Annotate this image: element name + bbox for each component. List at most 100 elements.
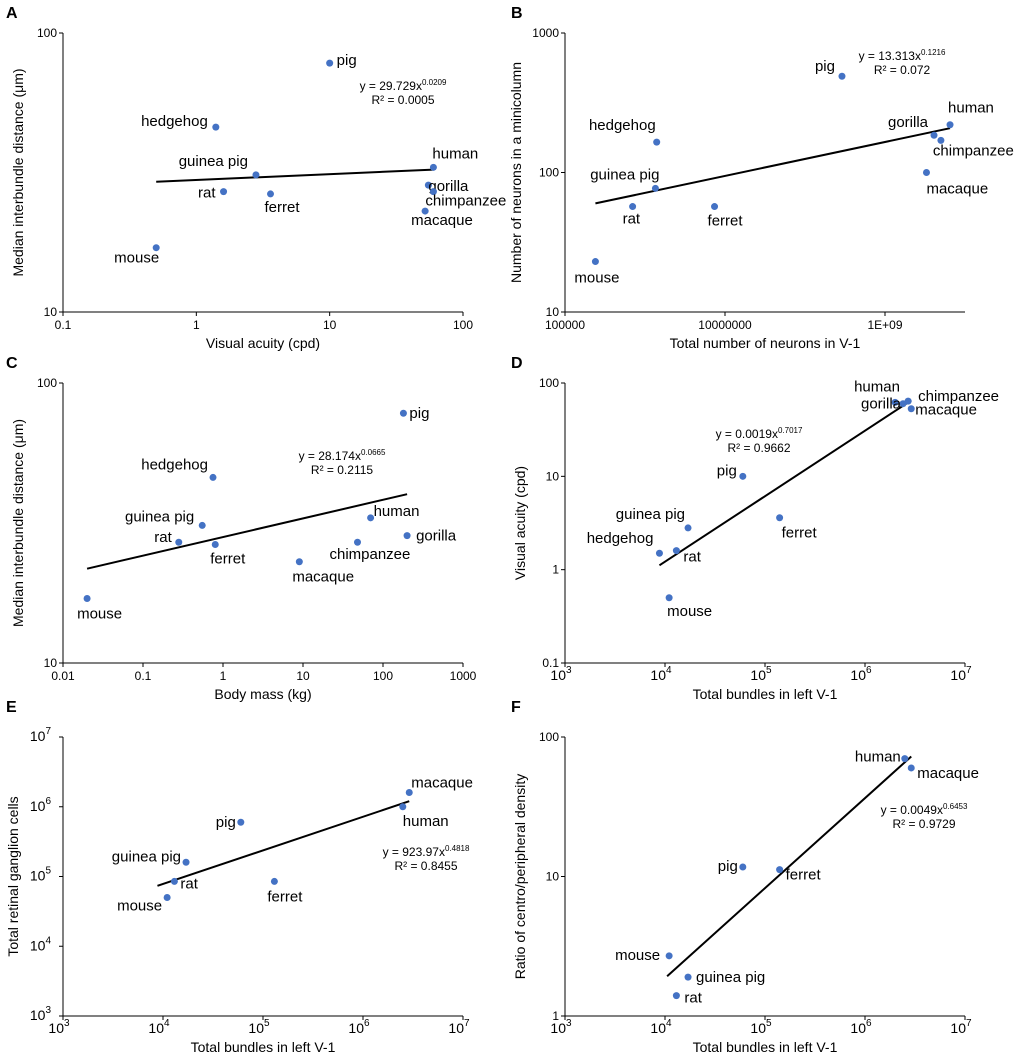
fit-r-squared: R² = 0.9729	[892, 817, 955, 831]
x-tick-label: 10	[323, 318, 337, 332]
point-label-rat: rat	[684, 990, 702, 1007]
point-macaque	[405, 789, 413, 797]
y-tick-label: 1	[552, 1009, 559, 1023]
panel-label: B	[511, 5, 523, 22]
point-hedgehog	[653, 138, 661, 146]
point-label-mouse: mouse	[615, 947, 660, 964]
y-tick-label: 100	[539, 730, 559, 744]
point-gorilla	[930, 131, 938, 139]
x-tick-label: 104	[650, 665, 672, 683]
point-ferret	[267, 190, 275, 198]
x-tick-label: 103	[48, 1018, 70, 1036]
point-label-guinea-pig: guinea pig	[696, 969, 765, 986]
x-tick-label: 1	[193, 318, 200, 332]
point-label-guinea-pig: guinea pig	[179, 153, 248, 170]
point-label-ferret: ferret	[708, 213, 744, 230]
point-label-rat: rat	[198, 185, 216, 202]
point-label-guinea-pig: guinea pig	[125, 508, 194, 525]
point-label-macaque: macaque	[411, 775, 473, 792]
point-rat	[170, 877, 178, 885]
x-tick-label: 106	[348, 1018, 370, 1036]
point-label-human: human	[403, 813, 449, 830]
x-tick-exponent: 5	[766, 1018, 772, 1029]
point-label-hedgehog: hedgehog	[589, 117, 656, 134]
point-label-pig: pig	[717, 462, 737, 479]
fit-exponent: 0.4818	[445, 844, 470, 853]
point-label-ferret: ferret	[782, 525, 818, 542]
point-label-gorilla: gorilla	[416, 528, 457, 545]
point-label-mouse: mouse	[667, 603, 712, 620]
x-tick-exponent: 7	[464, 1018, 470, 1029]
x-axis-label: Total bundles in left V-1	[693, 1039, 838, 1055]
point-label-chimpanzee: chimpanzee	[329, 546, 410, 563]
point-label-pig: pig	[718, 858, 738, 875]
point-label-chimpanzee: chimpanzee	[918, 388, 999, 405]
x-tick-exponent: 3	[566, 665, 572, 676]
point-label-mouse: mouse	[114, 250, 159, 267]
trendline	[86, 493, 408, 570]
y-tick-label: 106	[30, 796, 52, 814]
x-tick-label: 107	[950, 665, 972, 683]
point-mouse	[591, 258, 599, 266]
point-label-rat: rat	[683, 549, 701, 566]
fit-exponent: 0.0209	[422, 78, 447, 87]
point-guinea-pig	[252, 171, 260, 179]
point-label-ferret: ferret	[265, 199, 301, 216]
x-tick-label: 10	[296, 669, 310, 683]
point-label-rat: rat	[180, 875, 198, 892]
point-label-gorilla: gorilla	[428, 178, 469, 195]
x-axis-label: Total bundles in left V-1	[191, 1039, 336, 1055]
fit-equation: y = 28.174x0.0665	[299, 448, 386, 463]
y-tick-label: 10	[44, 305, 58, 319]
x-tick-label: 1E+09	[867, 318, 902, 332]
y-tick-exponent: 6	[45, 796, 51, 807]
x-tick-exponent: 6	[866, 1018, 872, 1029]
point-label-ferret: ferret	[267, 888, 303, 905]
y-axis-label: Median interbundle distance (μm)	[10, 68, 26, 276]
fit-exponent: 0.0665	[361, 448, 386, 457]
point-label-human: human	[432, 145, 478, 162]
x-tick-label: 100000	[545, 318, 585, 332]
x-tick-label: 106	[850, 1018, 872, 1036]
y-tick-label: 10	[44, 656, 58, 670]
point-label-hedgehog: hedgehog	[141, 456, 208, 473]
x-tick-label: 100	[453, 318, 473, 332]
x-tick-exponent: 6	[364, 1018, 370, 1029]
x-tick-exponent: 3	[64, 1018, 70, 1029]
y-tick-label: 105	[30, 866, 52, 884]
point-pig	[326, 59, 334, 67]
y-tick-label: 100	[539, 376, 559, 390]
y-axis-label: Ratio of centro/peripheral density	[512, 774, 528, 979]
point-guinea-pig	[198, 521, 206, 529]
x-tick-exponent: 4	[666, 1018, 672, 1029]
trendline	[658, 399, 912, 567]
point-label-gorilla: gorilla	[888, 114, 929, 131]
point-label-hedgehog: hedgehog	[141, 113, 208, 130]
point-mouse	[152, 244, 160, 252]
x-tick-label: 104	[148, 1018, 170, 1036]
fit-equation: y = 0.0019x0.7017	[716, 426, 803, 441]
y-tick-label: 10	[546, 870, 560, 884]
point-ferret	[776, 514, 784, 522]
point-macaque	[421, 207, 429, 215]
point-label-rat: rat	[154, 529, 172, 546]
panel-label: D	[511, 355, 523, 372]
point-macaque	[907, 405, 915, 413]
point-gorilla	[899, 400, 907, 408]
point-label-ferret: ferret	[786, 867, 822, 884]
y-tick-label: 1000	[532, 26, 559, 40]
point-chimpanzee	[353, 538, 361, 546]
point-hedgehog	[209, 473, 217, 481]
y-tick-label: 100	[37, 26, 57, 40]
panel-label: A	[6, 5, 18, 22]
x-tick-exponent: 3	[566, 1018, 572, 1029]
panel-label: F	[511, 699, 521, 716]
point-label-mouse: mouse	[574, 270, 619, 287]
point-label-human: human	[854, 378, 900, 395]
point-human	[367, 514, 375, 522]
point-guinea-pig	[684, 524, 692, 532]
point-mouse	[665, 952, 673, 960]
fit-r-squared: R² = 0.0005	[371, 93, 434, 107]
